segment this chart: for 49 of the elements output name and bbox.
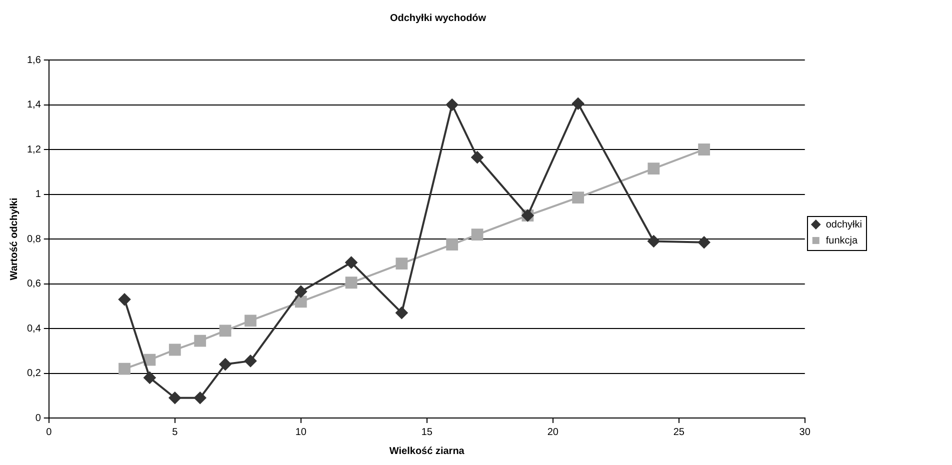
x-tick-label: 30 (799, 426, 811, 438)
point (194, 334, 206, 347)
point (219, 358, 232, 370)
y-tick-label: 0,2 (26, 368, 42, 379)
point (396, 258, 408, 270)
point (194, 392, 206, 404)
y-tick-label: 1,6 (26, 54, 42, 66)
point (572, 98, 584, 110)
point (219, 324, 232, 337)
point (345, 276, 358, 289)
y-axis-title: Wartość odchyłki (8, 198, 20, 280)
point (294, 286, 307, 298)
y-tick-label: 0,6 (26, 278, 42, 290)
point (244, 314, 256, 327)
y-tick-label: 1,2 (26, 144, 42, 156)
y-tick-label: 0,8 (26, 234, 42, 245)
point (471, 228, 484, 240)
y-tick-label: 1 (35, 189, 42, 200)
point (648, 235, 660, 248)
point (572, 192, 584, 204)
point (446, 238, 458, 251)
point (168, 392, 181, 404)
x-tick-label: 10 (295, 426, 307, 438)
point (471, 151, 484, 164)
point (446, 98, 458, 111)
point (698, 144, 710, 156)
point (118, 293, 130, 306)
point (144, 372, 156, 384)
point (396, 306, 408, 319)
y-tick-label: 0,4 (26, 323, 42, 334)
legend-label: funkcja (826, 235, 858, 246)
x-tick-label: 15 (421, 426, 433, 438)
point (144, 354, 156, 366)
point (168, 344, 181, 356)
point (294, 296, 307, 308)
point (244, 354, 256, 367)
legend-label: odchyłki (826, 219, 862, 230)
chart-title: Odchyłki wychodów (390, 12, 486, 24)
x-tick-label: 25 (673, 426, 685, 438)
point (698, 236, 710, 248)
point (648, 162, 660, 174)
x-tick-label: 20 (547, 426, 559, 438)
x-tick-label: 0 (46, 426, 52, 438)
point (345, 256, 358, 268)
y-tick-label: 1,4 (26, 100, 42, 110)
x-axis-title: Wielkość ziarna (389, 446, 465, 457)
point (118, 362, 130, 375)
y-tick-label: 0 (35, 412, 42, 424)
x-tick-label: 5 (172, 426, 178, 438)
